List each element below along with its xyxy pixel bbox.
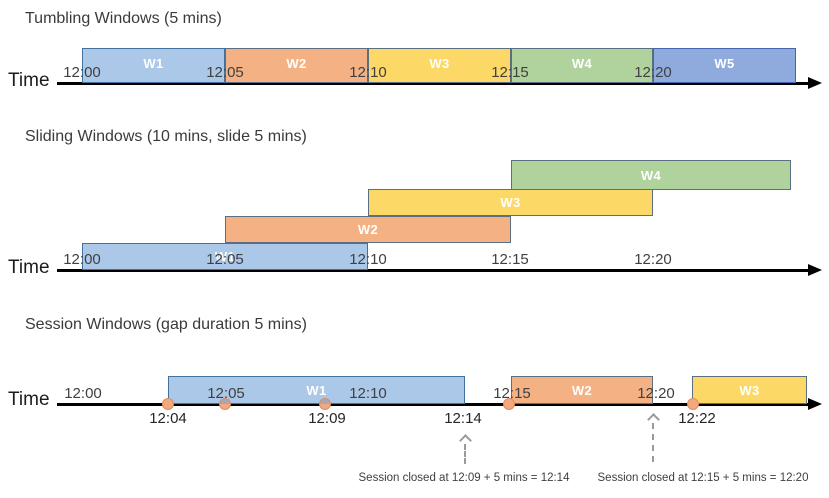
window-box-w1: W1 (82, 48, 225, 83)
tick-label: 12:00 (64, 385, 102, 402)
event-time-label: 12:22 (678, 410, 716, 427)
time-axis-line (57, 403, 810, 406)
tick-label: 12:15 (493, 385, 531, 402)
section-title-session: Session Windows (gap duration 5 mins) (25, 316, 307, 333)
window-label-w2: W2 (571, 382, 593, 398)
session-close-time-label: 12:14 (444, 410, 482, 427)
window-label-w3: W3 (429, 55, 450, 71)
tick-label: 12:20 (634, 251, 672, 268)
axis-arrowhead-icon (808, 398, 822, 410)
tick-label: 12:10 (349, 385, 387, 402)
window-box-w4: W4 (511, 160, 791, 190)
axis-arrowhead-icon (808, 264, 822, 276)
up-arrow-icon (648, 414, 657, 462)
window-box-w2: W2 (225, 216, 511, 243)
tick-label: 12:00 (63, 64, 101, 81)
time-axis-line (57, 82, 810, 85)
tick-label: 12:10 (349, 251, 387, 268)
event-dot (162, 398, 174, 410)
event-dot (503, 398, 515, 410)
window-box-w3: W3 (692, 376, 807, 404)
tick-label: 12:15 (491, 251, 529, 268)
window-box-w4: W4 (511, 48, 653, 83)
window-box-w2: W2 (511, 376, 653, 404)
window-label-w1: W1 (214, 249, 236, 264)
event-dot (219, 398, 231, 410)
session-closed-annotation-1: Session closed at 12:09 + 5 mins = 12:14 (358, 472, 570, 484)
window-label-w2: W2 (357, 222, 379, 237)
tick-label: 12:05 (206, 251, 244, 268)
tick-label: 12:20 (637, 385, 675, 402)
tick-label: 12:10 (349, 64, 387, 81)
window-box-w1: W1 (82, 243, 368, 270)
section-title-sliding: Sliding Windows (10 mins, slide 5 mins) (25, 128, 307, 145)
time-axis-label: Time (8, 70, 50, 91)
tick-label: 12:00 (63, 251, 101, 268)
window-box-w5: W5 (653, 48, 796, 83)
up-arrow-icon (460, 435, 469, 464)
tick-label: 12:20 (634, 64, 672, 81)
window-label-w1: W1 (306, 382, 327, 398)
window-label-w1: W1 (143, 55, 164, 71)
window-box-w2: W2 (225, 48, 368, 83)
window-label-w3: W3 (500, 195, 521, 210)
event-time-label: 12:04 (149, 410, 187, 427)
tick-label: 12:15 (491, 64, 529, 81)
time-axis-label: Time (8, 257, 50, 278)
event-dot (319, 398, 331, 410)
time-axis-line (57, 269, 810, 272)
window-label-w5: W5 (714, 55, 735, 71)
window-label-w3: W3 (739, 382, 760, 398)
time-axis-label: Time (8, 389, 50, 410)
event-dot (687, 398, 699, 410)
event-time-label: 12:09 (308, 410, 346, 427)
window-label-w2: W2 (286, 55, 307, 71)
window-box-w3: W3 (368, 189, 653, 216)
window-label-w4: W4 (571, 55, 593, 71)
window-box-w3: W3 (368, 48, 511, 83)
axis-arrowhead-icon (808, 77, 822, 89)
section-title-tumbling: Tumbling Windows (5 mins) (25, 10, 222, 27)
window-box-w1: W1 (168, 376, 465, 404)
session-closed-annotation-2: Session closed at 12:15 + 5 mins = 12:20 (597, 472, 809, 484)
tick-label: 12:05 (206, 64, 244, 81)
tick-label: 12:05 (207, 385, 245, 402)
window-label-w4: W4 (640, 167, 662, 183)
